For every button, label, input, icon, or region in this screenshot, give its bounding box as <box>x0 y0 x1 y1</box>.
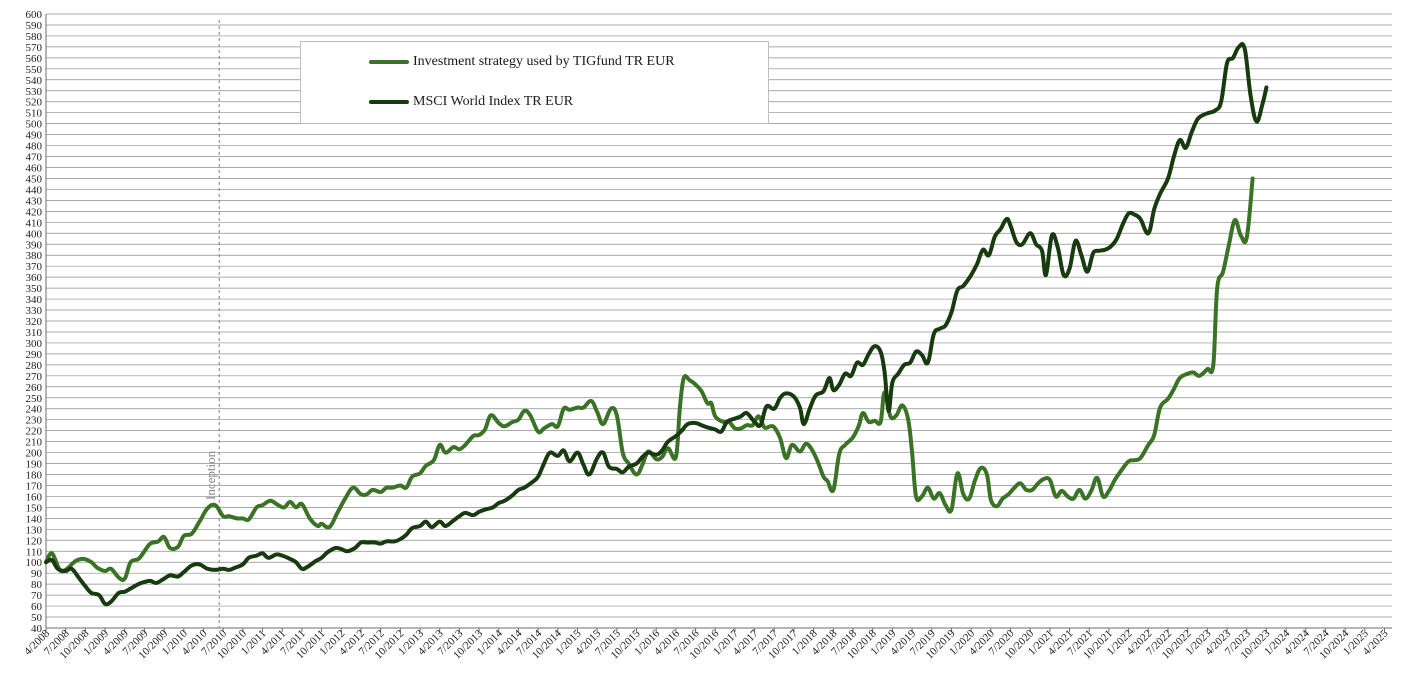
y-tick-label: 540 <box>26 75 43 87</box>
y-tick-label: 330 <box>26 305 43 317</box>
y-tick-label: 490 <box>26 130 43 142</box>
legend-label-msci: MSCI World Index TR EUR <box>413 94 574 109</box>
y-tick-label: 140 <box>26 513 43 525</box>
y-tick-label: 130 <box>26 524 43 536</box>
y-tick-label: 120 <box>26 535 43 547</box>
y-tick-label: 450 <box>26 173 43 185</box>
y-tick-label: 460 <box>26 163 43 175</box>
y-tick-label: 290 <box>26 349 43 361</box>
inception-annotation: Inception <box>203 20 220 628</box>
y-tick-label: 280 <box>26 360 43 372</box>
y-axis-ticks: 4050607080901001101201301401501601701801… <box>26 9 43 635</box>
series-layer <box>44 42 1269 607</box>
y-tick-label: 560 <box>26 53 43 65</box>
y-tick-label: 300 <box>26 338 43 350</box>
y-tick-label: 520 <box>26 97 43 109</box>
legend-item-msci: MSCI World Index TR EUR <box>369 94 573 110</box>
y-tick-label: 90 <box>31 568 43 580</box>
y-tick-label: 110 <box>26 546 43 558</box>
y-tick-label: 470 <box>26 152 43 164</box>
y-tick-label: 430 <box>26 195 43 207</box>
y-tick-label: 350 <box>26 283 43 295</box>
y-tick-label: 210 <box>26 437 43 449</box>
legend: Investment strategy used by TIGfund TR E… <box>300 41 769 124</box>
y-tick-label: 250 <box>26 393 43 405</box>
y-tick-label: 80 <box>31 579 43 591</box>
legend-item-tigfund: Investment strategy used by TIGfund TR E… <box>369 54 675 70</box>
y-tick-label: 70 <box>31 590 43 602</box>
y-tick-label: 230 <box>26 415 43 427</box>
y-tick-label: 480 <box>26 141 43 153</box>
y-tick-label: 410 <box>26 217 43 229</box>
y-tick-label: 530 <box>26 86 43 98</box>
y-tick-label: 170 <box>26 480 43 492</box>
y-tick-label: 220 <box>26 426 43 438</box>
legend-swatch-msci <box>369 100 409 104</box>
y-tick-label: 500 <box>26 119 43 131</box>
y-tick-label: 50 <box>31 612 43 624</box>
y-tick-label: 360 <box>26 272 43 284</box>
y-tick-label: 550 <box>26 64 43 76</box>
y-tick-label: 310 <box>26 327 43 339</box>
y-tick-label: 40 <box>31 623 43 635</box>
x-axis-ticks: 4/20087/200810/20081/20094/20097/200910/… <box>22 627 1391 661</box>
y-tick-label: 580 <box>26 31 43 43</box>
y-tick-label: 340 <box>26 294 43 306</box>
grid-layer <box>45 13 1392 629</box>
y-tick-label: 600 <box>26 9 43 21</box>
y-tick-label: 200 <box>26 448 43 460</box>
legend-label-tigfund: Investment strategy used by TIGfund TR E… <box>413 54 675 69</box>
y-tick-label: 320 <box>26 316 43 328</box>
y-tick-label: 400 <box>26 228 43 240</box>
y-tick-label: 570 <box>26 42 43 54</box>
y-tick-label: 590 <box>26 20 43 32</box>
y-tick-label: 180 <box>26 470 43 482</box>
y-tick-label: 270 <box>26 371 43 383</box>
y-tick-label: 420 <box>26 206 43 218</box>
y-tick-label: 160 <box>26 491 43 503</box>
y-tick-label: 380 <box>26 250 43 262</box>
y-tick-label: 260 <box>26 382 43 394</box>
legend-swatch-tigfund <box>369 60 409 64</box>
series-line-msci <box>44 42 1269 607</box>
y-tick-label: 60 <box>31 601 43 613</box>
y-tick-label: 510 <box>26 108 43 120</box>
y-tick-label: 390 <box>26 239 43 251</box>
y-tick-label: 150 <box>26 502 43 514</box>
y-tick-label: 190 <box>26 459 43 471</box>
inception-label: Inception <box>203 450 218 500</box>
y-tick-label: 100 <box>26 557 43 569</box>
y-tick-label: 440 <box>26 184 43 196</box>
series-line-tigfund <box>44 176 1255 582</box>
y-tick-label: 370 <box>26 261 43 273</box>
y-tick-label: 240 <box>26 404 43 416</box>
